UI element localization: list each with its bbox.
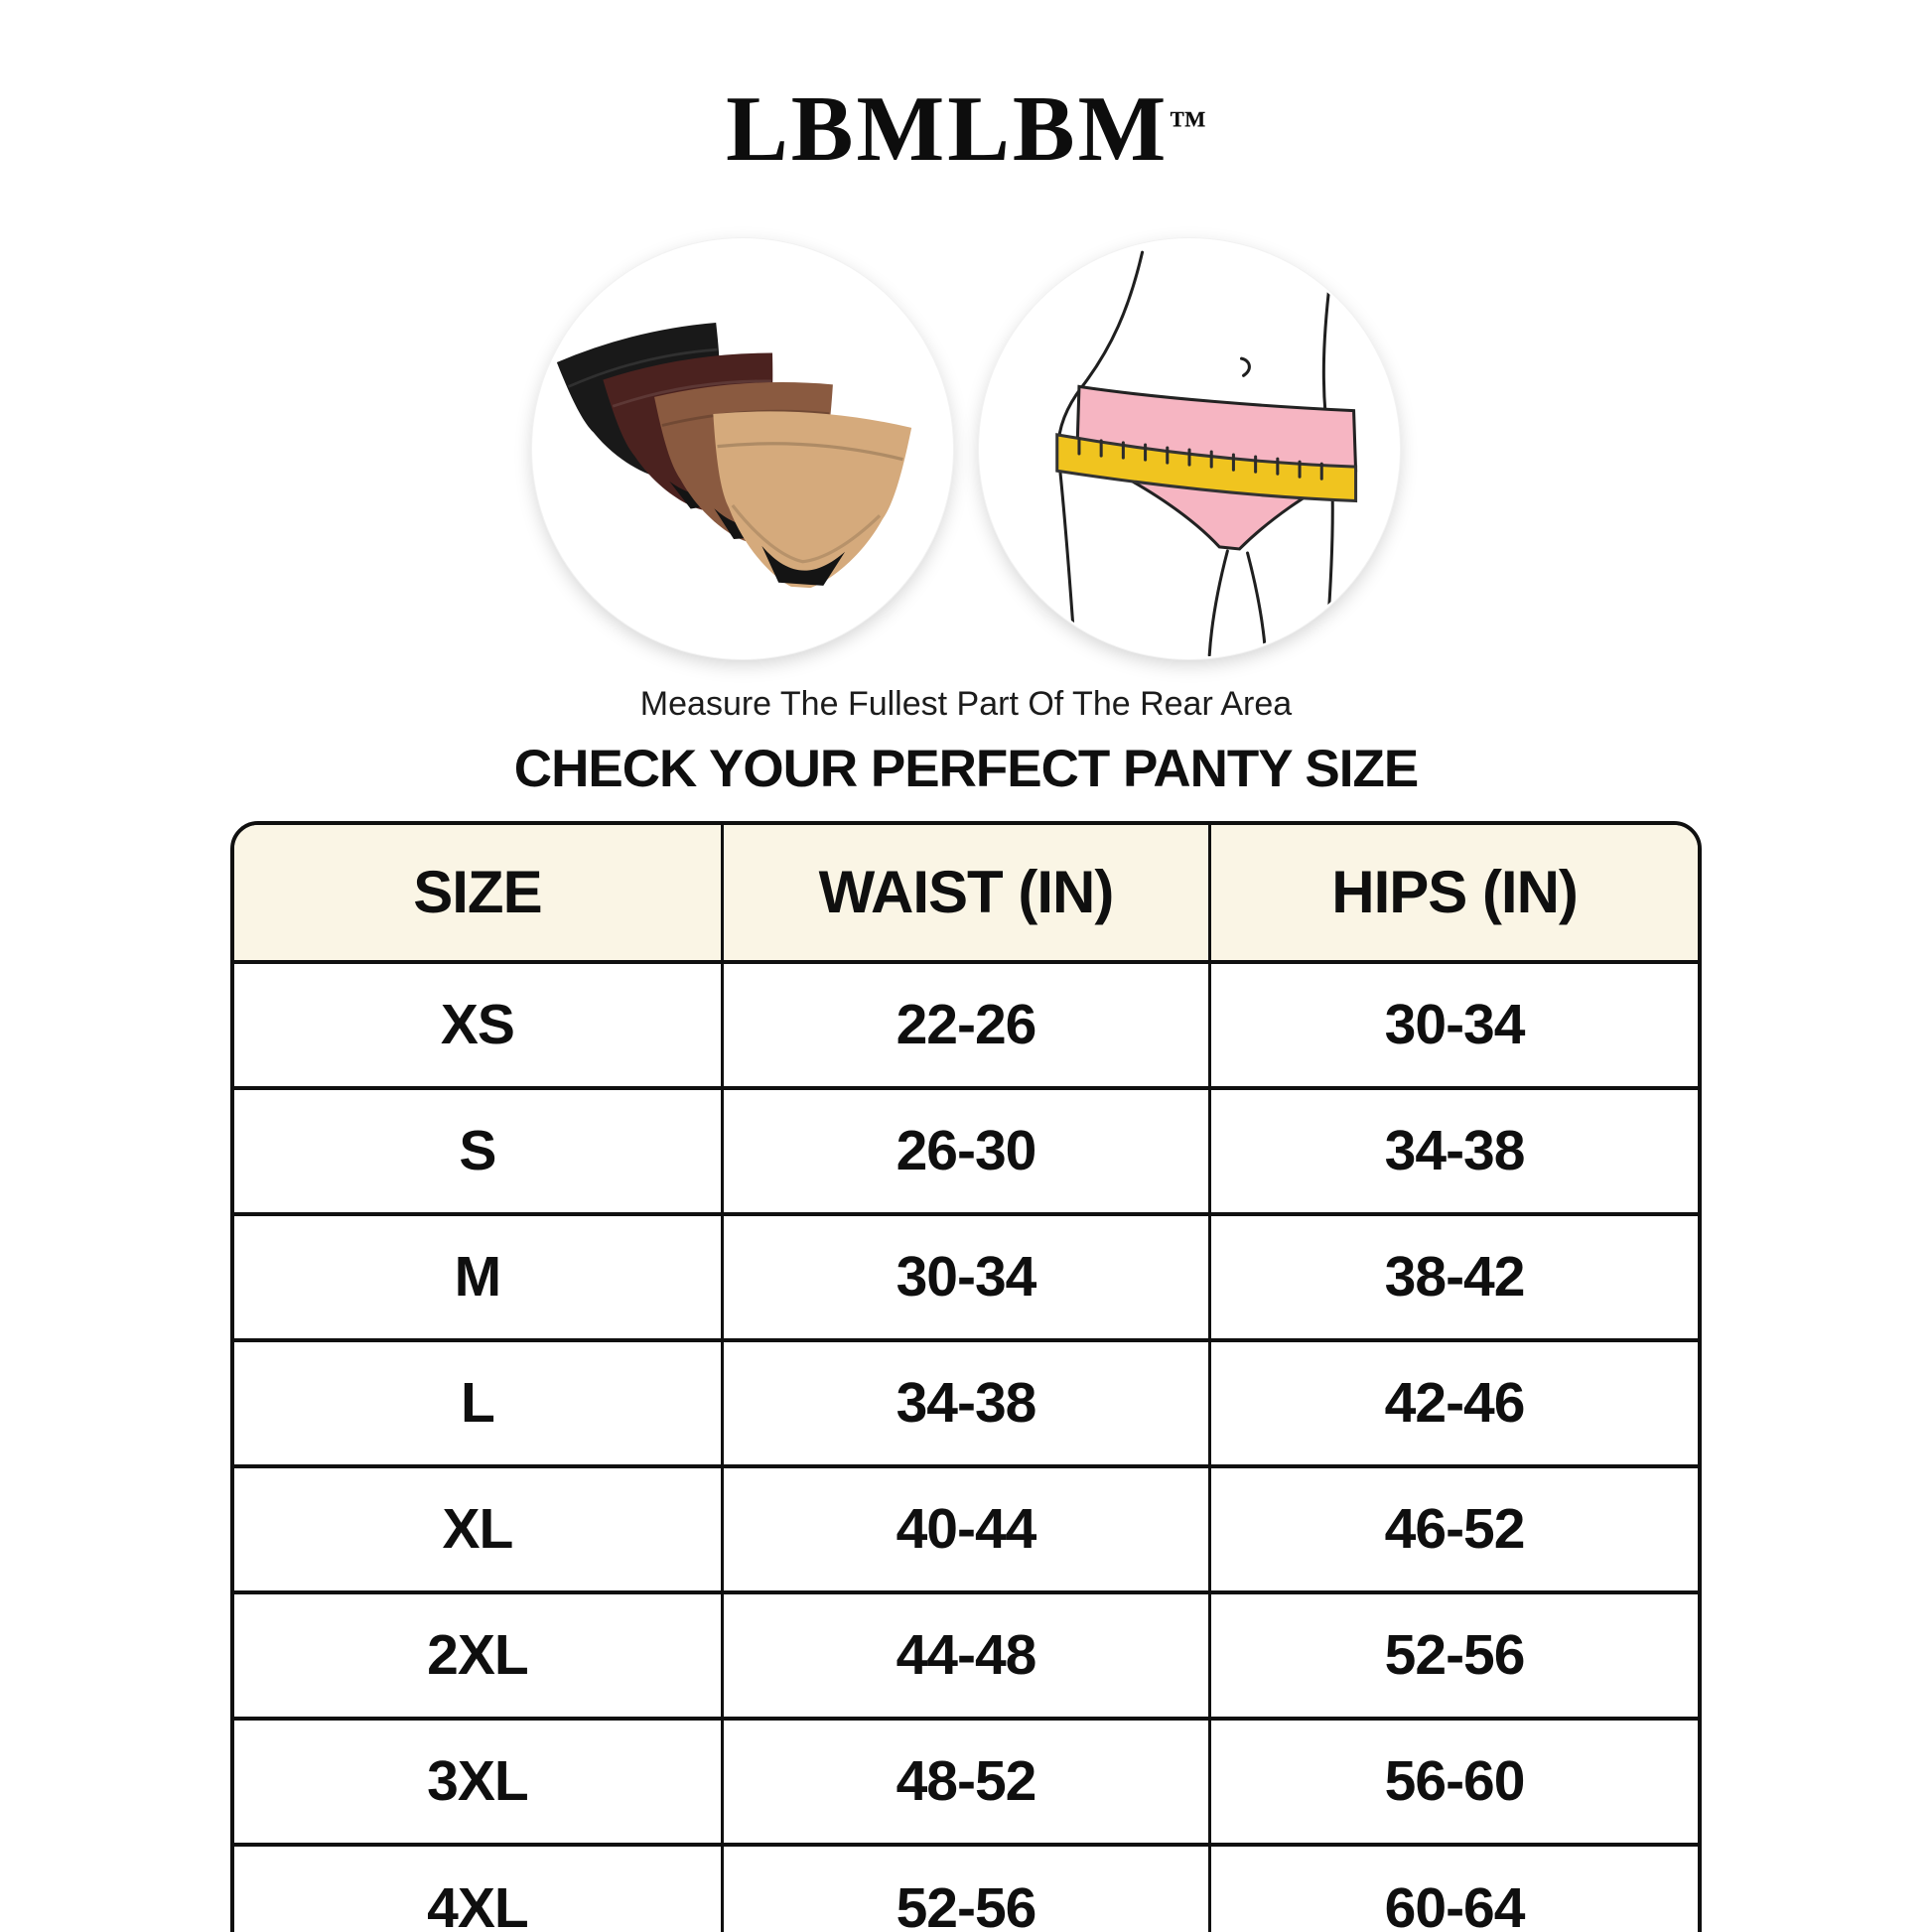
table-row: 2XL 44-48 52-56 (234, 1589, 1698, 1719)
size-cell: 4XL (234, 1842, 723, 1932)
size-cell: L (234, 1337, 723, 1466)
column-header-size: SIZE (234, 824, 723, 962)
brand-text: LBMLBM (726, 76, 1170, 181)
waist-cell: 30-34 (720, 1211, 1210, 1340)
measure-caption: Measure The Fullest Part Of The Rear Are… (639, 684, 1293, 723)
size-cell: XL (234, 1463, 723, 1592)
hip-measurement-illustration (1055, 250, 1358, 657)
column-header-waist: WAIST (IN) (720, 824, 1210, 962)
measuring-tape-icon (1055, 433, 1358, 503)
table-row: 4XL 52-56 60-64 (234, 1842, 1698, 1932)
panty-tan (713, 411, 912, 589)
trademark-symbol: ™ (1169, 104, 1206, 146)
page-title: CHECK YOUR PERFECT PANTY SIZE (513, 739, 1419, 798)
hips-cell: 52-56 (1208, 1589, 1698, 1719)
table-row: S 26-30 34-38 (234, 1085, 1698, 1214)
size-cell: M (234, 1211, 723, 1340)
size-table-container: SIZE WAIST (IN) HIPS (IN) XS 22-26 30-34… (230, 820, 1702, 1932)
table-row: XL 40-44 46-52 (234, 1463, 1698, 1592)
table-row: L 34-38 42-46 (234, 1337, 1698, 1466)
navel-icon (1239, 356, 1251, 377)
hips-cell: 56-60 (1208, 1716, 1698, 1845)
hips-cell: 34-38 (1208, 1085, 1698, 1214)
waist-cell: 40-44 (720, 1463, 1210, 1592)
size-cell: XS (234, 959, 723, 1088)
table-row: XS 22-26 30-34 (234, 959, 1698, 1088)
brand-name: LBMLBM™ (0, 63, 1932, 176)
hips-cell: 60-64 (1208, 1842, 1698, 1932)
image-row (0, 237, 1932, 659)
table-row: 3XL 48-52 56-60 (234, 1716, 1698, 1845)
waist-cell: 44-48 (720, 1589, 1210, 1719)
table-header-row: SIZE WAIST (IN) HIPS (IN) (234, 824, 1698, 962)
waist-cell: 22-26 (720, 959, 1210, 1088)
size-table: SIZE WAIST (IN) HIPS (IN) XS 22-26 30-34… (234, 824, 1698, 1932)
panties-photo-graphic (556, 322, 912, 589)
waist-cell: 34-38 (720, 1337, 1210, 1466)
hips-cell: 46-52 (1208, 1463, 1698, 1592)
waist-cell: 26-30 (720, 1085, 1210, 1214)
hips-cell: 42-46 (1208, 1337, 1698, 1466)
waist-cell: 48-52 (720, 1716, 1210, 1845)
product-photo-circle (532, 237, 953, 659)
size-cell: 3XL (234, 1716, 723, 1845)
size-cell: 2XL (234, 1589, 723, 1719)
hips-cell: 30-34 (1208, 959, 1698, 1088)
size-cell: S (234, 1085, 723, 1214)
hips-cell: 38-42 (1208, 1211, 1698, 1340)
measurement-illustration-circle (979, 237, 1400, 659)
waist-cell: 52-56 (720, 1842, 1210, 1932)
table-row: M 30-34 38-42 (234, 1211, 1698, 1340)
column-header-hips: HIPS (IN) (1208, 824, 1698, 962)
